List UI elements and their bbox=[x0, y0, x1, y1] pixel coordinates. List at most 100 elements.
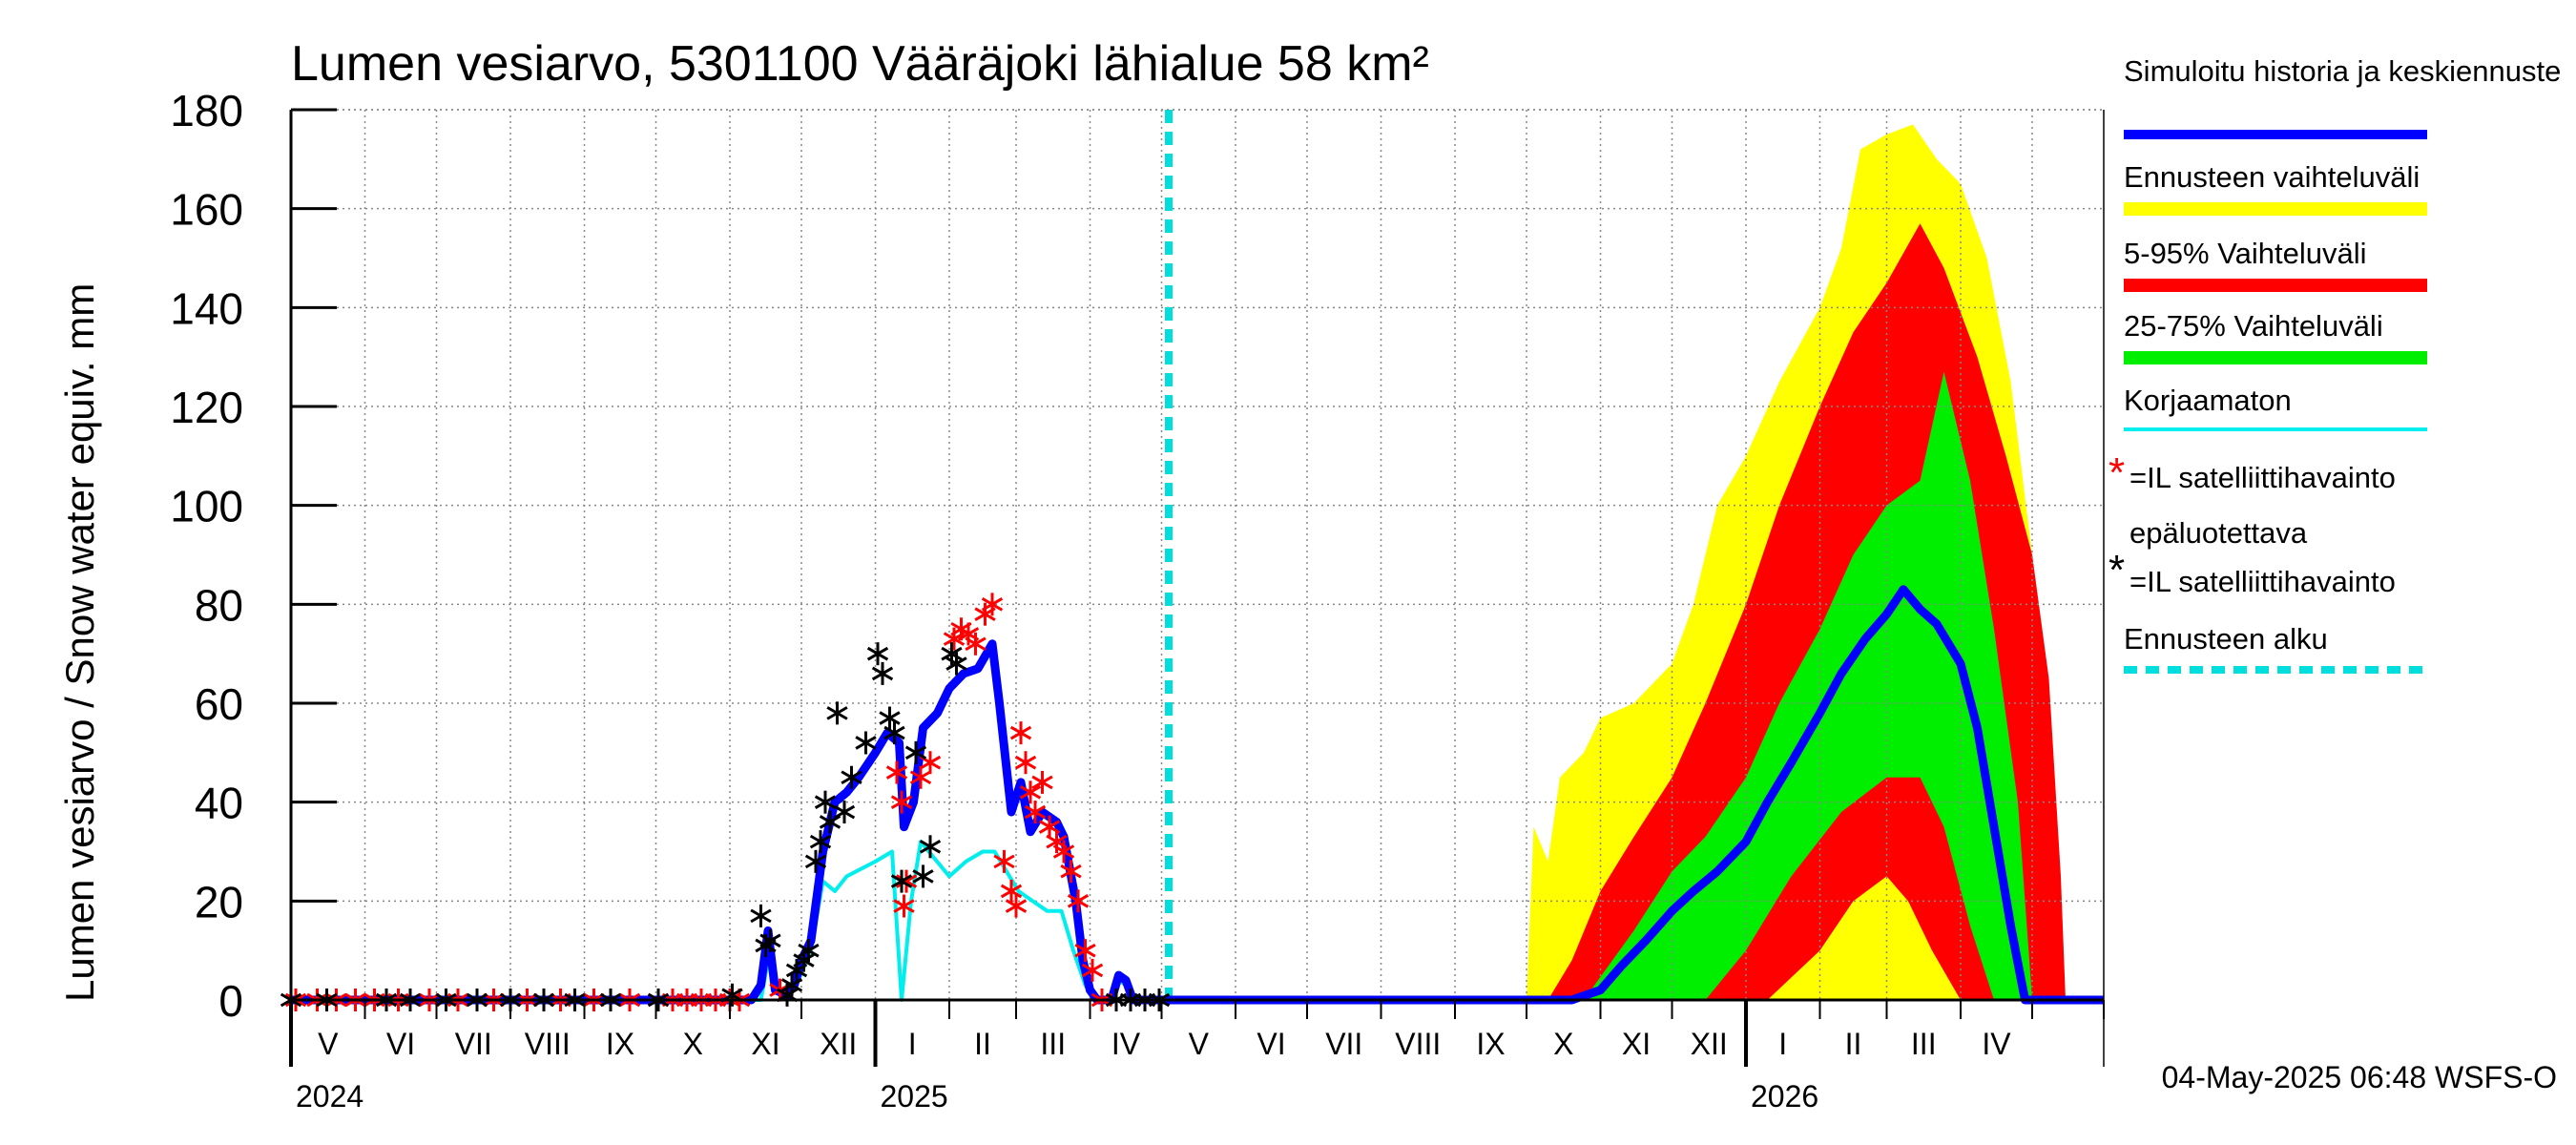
month-label: XII bbox=[820, 1027, 857, 1061]
y-tick-label: 140 bbox=[170, 283, 243, 333]
legend-25-75-label: 25-75% Vaihteluväli bbox=[2124, 309, 2383, 343]
obs-unreliable-point bbox=[909, 765, 932, 789]
legend-obs-unreliable-label: =IL satelliittihavainto epäluotettava bbox=[2129, 461, 2396, 550]
obs-unreliable-point bbox=[1014, 751, 1037, 775]
obs-point bbox=[883, 721, 905, 745]
obs-unreliable-point-stroke bbox=[993, 854, 1015, 869]
legend-obs-unreliable-label-box: =IL satelliittihavainto epäluotettava bbox=[2129, 461, 2396, 550]
month-label: VI bbox=[1257, 1027, 1285, 1061]
obs-point bbox=[855, 731, 877, 755]
obs-unreliable-point-stroke bbox=[1024, 804, 1047, 820]
obs-point bbox=[866, 642, 889, 666]
legend-obs-marker: * bbox=[2109, 547, 2125, 593]
obs-point-stroke bbox=[871, 666, 894, 681]
month-label: VIII bbox=[1395, 1027, 1441, 1061]
obs-point bbox=[826, 701, 848, 725]
obs-point-stroke bbox=[759, 933, 781, 948]
legend-25-75-swatch bbox=[2124, 351, 2427, 364]
obs-point-stroke bbox=[912, 869, 934, 884]
obs-unreliable-point bbox=[1081, 958, 1104, 982]
legend-uncorrected-swatch bbox=[2124, 427, 2427, 431]
obs-unreliable-point-stroke bbox=[1060, 864, 1082, 879]
legend-range-swatch bbox=[2124, 202, 2427, 216]
obs-point-stroke bbox=[919, 840, 942, 854]
obs-point bbox=[919, 835, 942, 859]
month-label: XI bbox=[1622, 1027, 1651, 1061]
obs-unreliable-point bbox=[890, 790, 913, 814]
obs-unreliable-point bbox=[1074, 939, 1096, 963]
month-label: VIII bbox=[525, 1027, 571, 1061]
obs-unreliable-point bbox=[1067, 889, 1090, 913]
obs-point-stroke bbox=[785, 963, 808, 978]
obs-point-stroke bbox=[833, 804, 856, 820]
forecast-bands bbox=[1527, 124, 2066, 1001]
obs-point-stroke bbox=[798, 943, 820, 958]
year-label: 2024 bbox=[296, 1079, 364, 1114]
obs-point bbox=[750, 904, 772, 927]
legend: Simuloitu historia ja keskiennuste Ennus… bbox=[2109, 54, 2561, 674]
obs-point-stroke bbox=[841, 770, 862, 785]
legend-uncorrected-label: Korjaamaton bbox=[2124, 384, 2292, 417]
month-label: XII bbox=[1691, 1027, 1728, 1061]
y-tick-label: 120 bbox=[170, 383, 243, 432]
obs-point-stroke bbox=[945, 656, 967, 671]
obs-unreliable-point-stroke bbox=[1052, 844, 1075, 859]
month-label: VII bbox=[455, 1027, 492, 1061]
month-label: V bbox=[1189, 1027, 1210, 1061]
obs-point-stroke bbox=[866, 646, 889, 661]
month-label: X bbox=[1553, 1027, 1573, 1061]
legend-5-95-swatch bbox=[2124, 279, 2427, 292]
y-tick-label: 80 bbox=[195, 580, 243, 630]
month-label: III bbox=[1040, 1027, 1066, 1061]
obs-point-stroke bbox=[826, 706, 848, 720]
month-label: XI bbox=[751, 1027, 779, 1061]
obs-unreliable-point-stroke bbox=[893, 899, 915, 913]
obs-point-stroke bbox=[883, 725, 905, 740]
obs-point bbox=[809, 830, 832, 854]
obs-unreliable-point-stroke bbox=[943, 632, 966, 646]
y-axis-label: Lumen vesiarvo / Snow water equiv. mm bbox=[57, 283, 102, 1002]
obs-point-stroke bbox=[941, 646, 963, 661]
legend-obs-unreliable-marker: * bbox=[2109, 449, 2125, 496]
y-tick-label: 40 bbox=[195, 779, 243, 828]
obs-point-stroke bbox=[814, 795, 837, 809]
obs-unreliable-point-stroke bbox=[1014, 755, 1037, 770]
observations bbox=[280, 593, 1171, 1011]
month-label: X bbox=[683, 1027, 703, 1061]
obs-unreliable-point-stroke bbox=[1005, 899, 1028, 913]
obs-point-stroke bbox=[750, 908, 772, 924]
obs-point bbox=[819, 810, 841, 834]
obs-unreliable-point-stroke bbox=[1074, 943, 1096, 958]
band-3 bbox=[1584, 371, 2032, 1000]
month-label: II bbox=[1845, 1027, 1862, 1061]
year-label: 2026 bbox=[1751, 1079, 1818, 1114]
obs-unreliable-point-stroke bbox=[909, 770, 932, 785]
y-tick-label: 0 bbox=[218, 976, 243, 1026]
obs-unreliable-point bbox=[1019, 781, 1042, 804]
obs-point bbox=[904, 740, 927, 764]
month-label: V bbox=[318, 1027, 339, 1061]
month-label: I bbox=[1778, 1027, 1787, 1061]
chart-title: Lumen vesiarvo, 5301100 Vääräjoki lähial… bbox=[291, 36, 1429, 92]
obs-point bbox=[871, 661, 894, 685]
obs-unreliable-point-stroke bbox=[965, 636, 987, 652]
history-line bbox=[291, 585, 2104, 1005]
obs-point-stroke bbox=[780, 978, 803, 992]
obs-unreliable-point bbox=[1005, 894, 1028, 918]
obs-unreliable-point-stroke bbox=[885, 765, 908, 780]
obs-point-stroke bbox=[793, 953, 815, 968]
y-tick-label: 100 bbox=[170, 482, 243, 531]
obs-unreliable-point-stroke bbox=[895, 874, 918, 888]
month-label: I bbox=[908, 1027, 917, 1061]
obs-point bbox=[804, 849, 827, 873]
obs-point bbox=[945, 652, 967, 676]
timestamp: 04-May-2025 06:48 WSFS-O bbox=[2162, 1060, 2557, 1094]
month-label: II bbox=[974, 1027, 991, 1061]
obs-unreliable-point-stroke bbox=[890, 795, 913, 809]
y-tick-label: 20 bbox=[195, 877, 243, 926]
legend-range-label: Ennusteen vaihteluväli bbox=[2124, 160, 2420, 194]
month-label: VI bbox=[386, 1027, 415, 1061]
month-label: III bbox=[1911, 1027, 1937, 1061]
obs-unreliable-point-stroke bbox=[1081, 963, 1104, 978]
